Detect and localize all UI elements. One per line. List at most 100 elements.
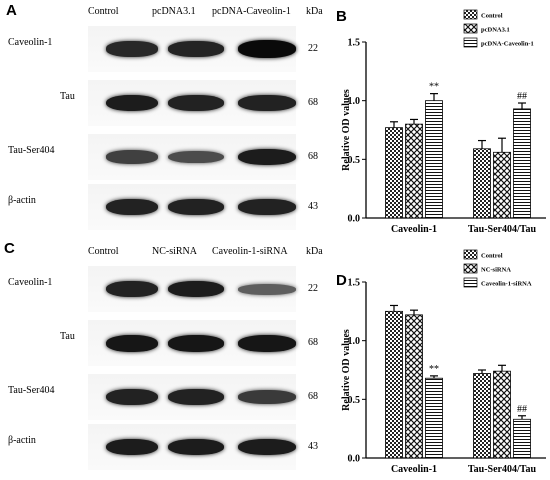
blot-row-mw: 68	[308, 151, 318, 162]
western-blot-panel-c: Control NC-siRNA Caveolin-1-siRNA kDa Ca…	[0, 240, 330, 480]
lane-label: Caveolin-1-siRNA	[212, 246, 288, 257]
blot-band	[168, 41, 224, 57]
legend-label: pcDNA-Caveolin-1	[481, 41, 534, 48]
legend-swatch	[463, 249, 478, 260]
bar	[405, 123, 423, 219]
blot-band	[106, 389, 158, 405]
bar	[473, 373, 491, 459]
blot-strip	[88, 424, 296, 470]
bar	[493, 151, 511, 219]
significance-label: **	[429, 364, 439, 375]
bar-chart-d: 0.0 0.5 1.0 1.5 Relative OD values ** Caveolin…	[341, 249, 546, 475]
kda-label: kDa	[306, 246, 323, 257]
blot-strip	[88, 134, 296, 180]
legend-swatch	[463, 23, 478, 34]
blot-strip	[88, 26, 296, 72]
blot-band	[238, 95, 296, 111]
blot-strip	[88, 374, 296, 420]
blot-row-label: β-actin	[8, 435, 36, 446]
kda-label: kDa	[306, 6, 323, 17]
x-category-label: Caveolin-1	[391, 464, 437, 475]
blot-row-label: Tau	[60, 91, 75, 102]
blot-row-label: Caveolin-1	[8, 37, 53, 48]
blot-row-mw: 68	[308, 97, 318, 108]
lane-label: Control	[88, 246, 119, 257]
blot-row-label: β-actin	[8, 195, 36, 206]
blot-row-mw: 68	[308, 391, 318, 402]
bar-chart-b: 0.0 0.5 1.0 1.5 Relative OD values ** Caveolin…	[341, 9, 546, 235]
blot-band	[106, 334, 158, 352]
bar	[405, 314, 423, 459]
bar	[493, 370, 511, 459]
legend-label: Control	[481, 253, 503, 260]
bar	[513, 108, 531, 219]
blot-band	[106, 199, 158, 215]
bar	[385, 310, 403, 459]
significance-label: **	[429, 82, 439, 93]
significance-label: ##	[517, 91, 527, 102]
blot-band	[168, 438, 224, 456]
blot-band	[238, 40, 296, 58]
panel-letter-d: D	[336, 272, 347, 289]
blot-row-mw: 43	[308, 441, 318, 452]
legend-label: Control	[481, 13, 503, 20]
x-category-label: Tau-Ser404/Tau	[468, 464, 537, 475]
blot-strip	[88, 266, 296, 312]
legend-label: Caveolin-1-siRNA	[481, 281, 532, 288]
blot-strip	[88, 80, 296, 126]
lane-label: pcDNA-Caveolin-1	[212, 6, 291, 17]
y-tick-label: 0.5	[348, 395, 361, 406]
legend-label: NC-siRNA	[481, 267, 511, 274]
legend-swatch	[463, 9, 478, 20]
legend-swatch	[463, 277, 478, 288]
y-tick-label: 1.5	[348, 278, 361, 289]
blot-band	[106, 94, 158, 112]
legend-swatch	[463, 263, 478, 274]
legend-label: pcDNA3.1	[481, 27, 510, 34]
x-category-label: Tau-Ser404/Tau	[468, 224, 537, 235]
blot-band	[168, 280, 224, 298]
blot-band	[168, 389, 224, 405]
panel-letter-a: A	[6, 2, 17, 19]
y-tick-label: 1.0	[348, 96, 361, 107]
y-tick-label: 0.0	[348, 214, 361, 225]
bar	[473, 148, 491, 219]
blot-band	[106, 41, 158, 57]
panel-letter-c: C	[4, 240, 15, 257]
lane-label: NC-siRNA	[152, 246, 198, 257]
blot-band	[238, 438, 296, 456]
western-blot-panel-a: Control pcDNA3.1 pcDNA-Caveolin-1 kDa Ca…	[0, 0, 330, 240]
blot-band	[238, 283, 296, 295]
blot-band	[168, 334, 224, 352]
x-category-label: Caveolin-1	[391, 224, 437, 235]
blot-row-label: Tau	[60, 331, 75, 342]
blot-band	[238, 199, 296, 215]
blot-row-label: Tau-Ser404	[8, 385, 55, 396]
y-tick-label: 0.5	[348, 155, 361, 166]
blot-row-label: Caveolin-1	[8, 277, 53, 288]
blot-row-mw: 43	[308, 201, 318, 212]
lane-label: Control	[88, 6, 119, 17]
blot-band	[168, 95, 224, 111]
legend-swatch	[463, 37, 478, 48]
bar	[385, 127, 403, 219]
bar	[425, 377, 443, 459]
bar	[513, 418, 531, 459]
y-tick-label: 0.0	[348, 454, 361, 465]
blot-band	[238, 390, 296, 404]
blot-band	[168, 150, 224, 164]
panel-letter-b: B	[336, 8, 347, 25]
blot-band	[168, 199, 224, 215]
y-axis-label: Relative OD values	[341, 89, 352, 171]
blot-row-label: Tau-Ser404	[8, 145, 55, 156]
y-axis-label: Relative OD values	[341, 329, 352, 411]
bar	[425, 100, 443, 219]
blot-row-mw: 68	[308, 337, 318, 348]
blot-band	[106, 150, 158, 164]
blot-strip	[88, 184, 296, 230]
blot-strip	[88, 320, 296, 366]
blot-band	[238, 334, 296, 352]
blot-band	[106, 438, 158, 456]
y-tick-label: 1.5	[348, 38, 361, 49]
y-tick-label: 1.0	[348, 336, 361, 347]
